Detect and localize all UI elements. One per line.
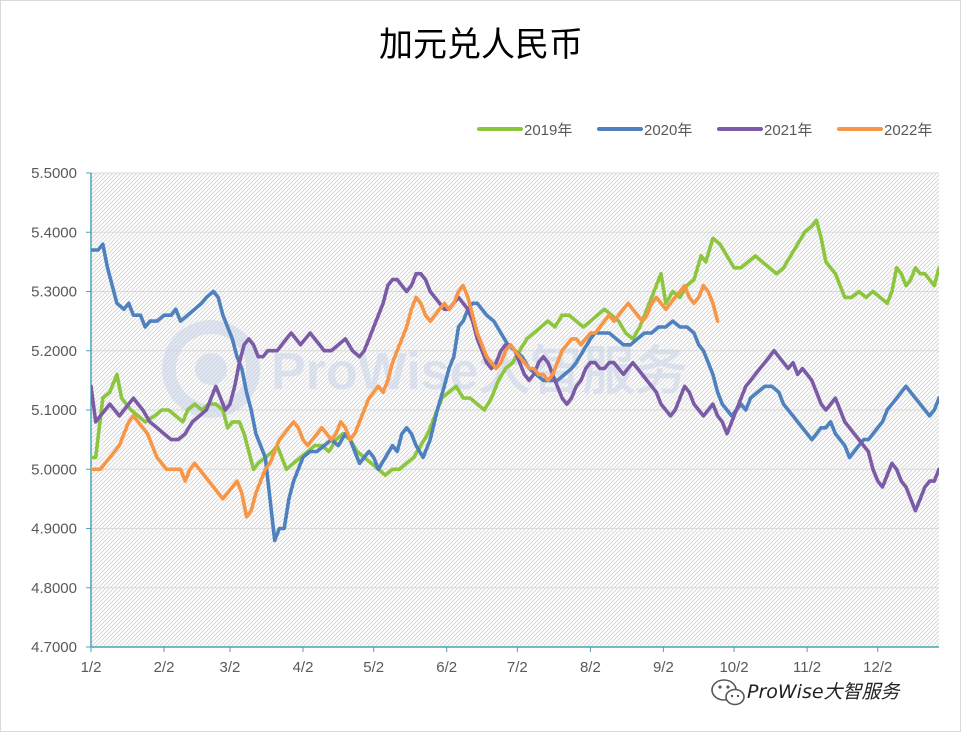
y-tick-label: 5.2000 <box>31 343 77 360</box>
x-tick-label: 12/2 <box>863 659 892 676</box>
y-tick-label: 4.9000 <box>31 521 77 538</box>
x-tick-label: 8/2 <box>580 659 601 676</box>
y-tick-label: 4.7000 <box>31 639 77 656</box>
y-tick-label: 5.4000 <box>31 224 77 241</box>
series-layer <box>91 218 939 543</box>
watermark-logo-inner <box>195 353 227 385</box>
x-tick-label: 4/2 <box>293 659 314 676</box>
wechat-icon <box>711 679 745 706</box>
series-line <box>91 218 939 477</box>
x-tick-label: 11/2 <box>793 659 821 676</box>
y-tick-label: 5.0000 <box>31 461 77 478</box>
watermark: ProWise大智服务 <box>162 320 687 418</box>
y-tick-label: 5.3000 <box>31 284 77 301</box>
watermark-text: ProWise大智服务 <box>271 343 687 401</box>
x-tick-label: 10/2 <box>719 659 748 676</box>
y-tick-label: 4.8000 <box>31 580 77 597</box>
brand-text: ProWise大智服务 <box>747 681 902 703</box>
x-tick-label: 7/2 <box>507 659 528 676</box>
chart-title: 加元兑人民币 <box>379 25 583 65</box>
x-tick-label: 2/2 <box>154 659 175 676</box>
y-axis: 4.7000 4.8000 4.9000 5.0000 5.1000 5.2000 5.30… <box>31 165 92 656</box>
series-line <box>91 271 939 513</box>
x-tick-label: 5/2 <box>363 659 384 676</box>
x-tick-label: 3/2 <box>220 659 241 676</box>
x-axis: 1/2 2/2 3/2 4/2 5/2 6/2 7/2 8/2 9/2 10/2 11/2 12/2 <box>81 646 939 676</box>
legend-label: 2022年 <box>884 122 932 139</box>
y-tick-label: 5.1000 <box>31 402 77 419</box>
x-tick-label: 6/2 <box>436 659 457 676</box>
watermark-logo-icon <box>162 320 260 418</box>
legend: 2019年 2020年 2021年 2022年 <box>477 122 932 139</box>
legend-label: 2020年 <box>644 122 692 139</box>
x-tick-label: 9/2 <box>653 659 674 676</box>
y-tick-label: 5.5000 <box>31 165 77 182</box>
series-line <box>91 283 720 519</box>
legend-label: 2019年 <box>524 122 572 139</box>
x-tick-label: 1/2 <box>81 659 102 676</box>
brand: ProWise大智服务 <box>711 679 902 706</box>
legend-label: 2021年 <box>764 122 812 139</box>
